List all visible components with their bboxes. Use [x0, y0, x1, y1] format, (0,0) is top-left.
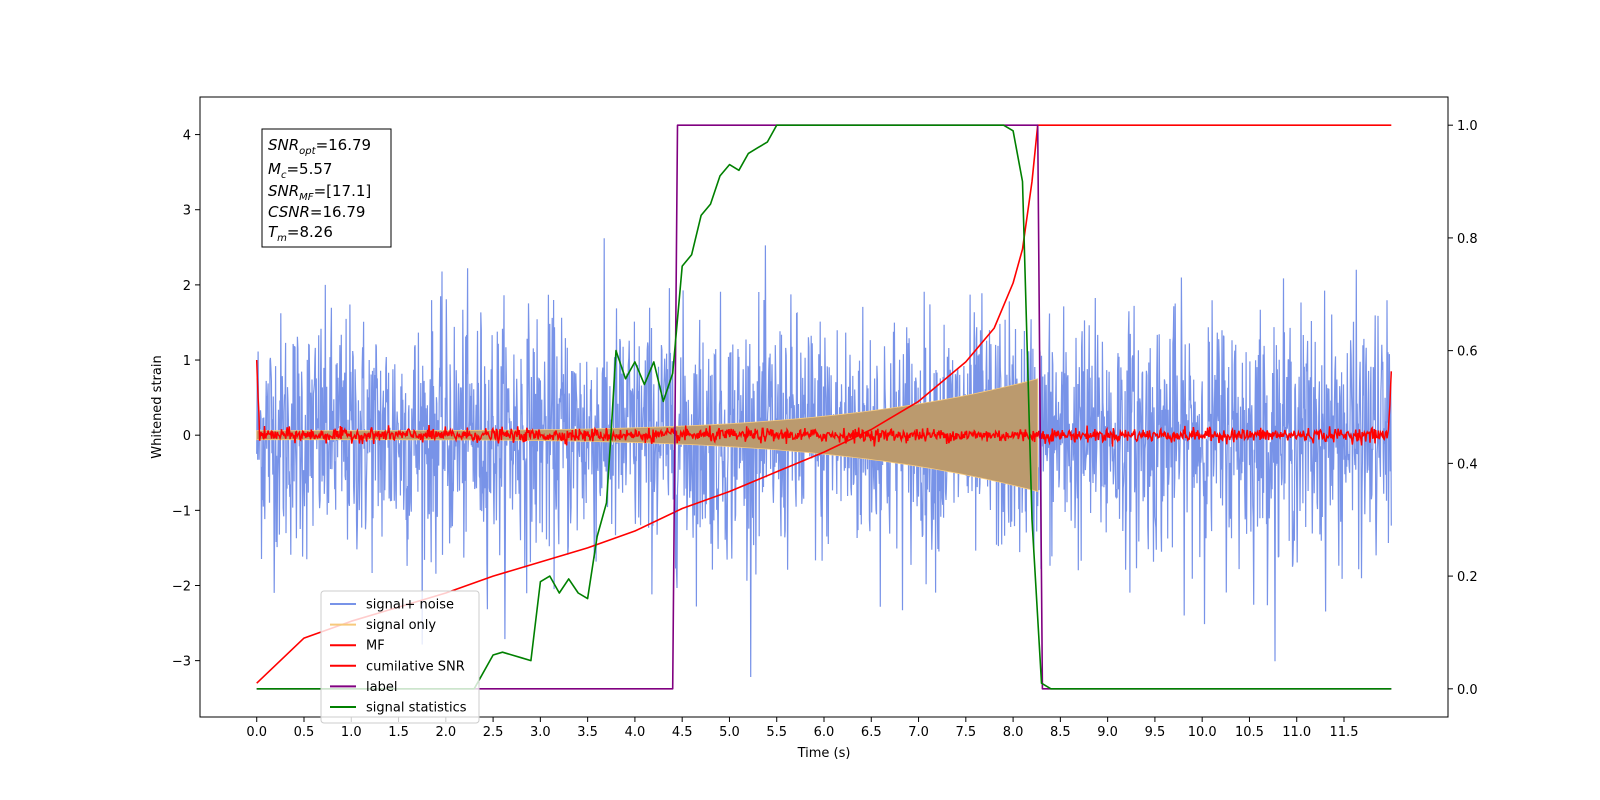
- y-left-tick-label: 1: [183, 354, 191, 369]
- x-tick-label: 5.5: [766, 725, 787, 740]
- y-left-tick-label: 0: [183, 429, 191, 444]
- x-tick-label: 2.0: [435, 725, 456, 740]
- x-tick-label: 8.0: [1003, 725, 1024, 740]
- x-tick-label: 9.0: [1097, 725, 1118, 740]
- info-box: SNRopt=16.79 Mc=5.57 SNRMF=[17.1] CSNR=1…: [261, 128, 392, 248]
- x-tick-label: 9.5: [1145, 725, 1166, 740]
- x-tick-label: 1.5: [388, 725, 409, 740]
- y-right-tick-label: 0.8: [1457, 232, 1478, 247]
- info-snr-opt: SNRopt=16.79: [268, 136, 371, 157]
- x-tick-label: 6.5: [861, 725, 882, 740]
- y-left-tick-label: −2: [172, 579, 191, 594]
- x-tick-label: 6.0: [814, 725, 835, 740]
- y-left-tick-label: −1: [172, 504, 191, 519]
- y-right-tick-label: 0.6: [1457, 345, 1478, 360]
- y-right-tick-label: 0.0: [1457, 683, 1478, 698]
- x-tick-label: 5.0: [719, 725, 740, 740]
- legend-label: signal only: [366, 618, 436, 633]
- y-left-tick-label: 4: [183, 129, 191, 144]
- y-right-axis-ticks: 0.0 0.2 0.4 0.6 0.8 1.0: [1448, 119, 1478, 698]
- y-left-tick-label: −3: [172, 655, 191, 670]
- x-tick-label: 8.5: [1050, 725, 1071, 740]
- legend-label: signal statistics: [366, 701, 467, 716]
- x-axis-label: Time (s): [797, 746, 851, 761]
- legend-label: cumilative SNR: [366, 659, 465, 674]
- legend-label: MF: [366, 639, 385, 654]
- y-right-tick-label: 1.0: [1457, 119, 1478, 134]
- x-tick-label: 10.5: [1235, 725, 1264, 740]
- x-tick-label: 3.5: [577, 725, 598, 740]
- x-tick-label: 10.0: [1188, 725, 1217, 740]
- x-tick-label: 2.5: [483, 725, 504, 740]
- y-left-tick-label: 3: [183, 204, 191, 219]
- x-tick-label: 1.0: [341, 725, 362, 740]
- legend-label: signal+ noise: [366, 598, 454, 613]
- x-tick-label: 0.0: [246, 725, 267, 740]
- y-left-axis-ticks: −3 −2 −1 0 1 2 3 4: [172, 129, 200, 670]
- x-tick-label: 11.5: [1330, 725, 1359, 740]
- x-tick-label: 4.5: [672, 725, 693, 740]
- info-tm: Tm=8.26: [268, 223, 333, 244]
- x-tick-label: 7.0: [908, 725, 929, 740]
- series-mf-line: [255, 359, 1393, 447]
- legend: signal+ noise signal only MF cumilative SNR…: [320, 590, 480, 724]
- info-snr-mf: SNRMF=[17.1]: [268, 182, 371, 203]
- y-left-tick-label: 2: [183, 279, 191, 294]
- x-tick-label: 3.0: [530, 725, 551, 740]
- x-tick-label: 0.5: [294, 725, 315, 740]
- info-mc: Mc=5.57: [268, 160, 332, 181]
- legend-frame: [320, 590, 480, 724]
- y-right-tick-label: 0.2: [1457, 570, 1478, 585]
- x-tick-label: 11.0: [1282, 725, 1311, 740]
- x-tick-label: 4.0: [625, 725, 646, 740]
- y-right-tick-label: 0.4: [1457, 457, 1478, 472]
- info-csnr: CSNR=16.79: [268, 203, 365, 221]
- x-tick-label: 7.5: [955, 725, 976, 740]
- legend-label: label: [366, 680, 397, 695]
- info-box-frame: [261, 128, 392, 248]
- y-axis-label: Whitened strain: [150, 355, 165, 458]
